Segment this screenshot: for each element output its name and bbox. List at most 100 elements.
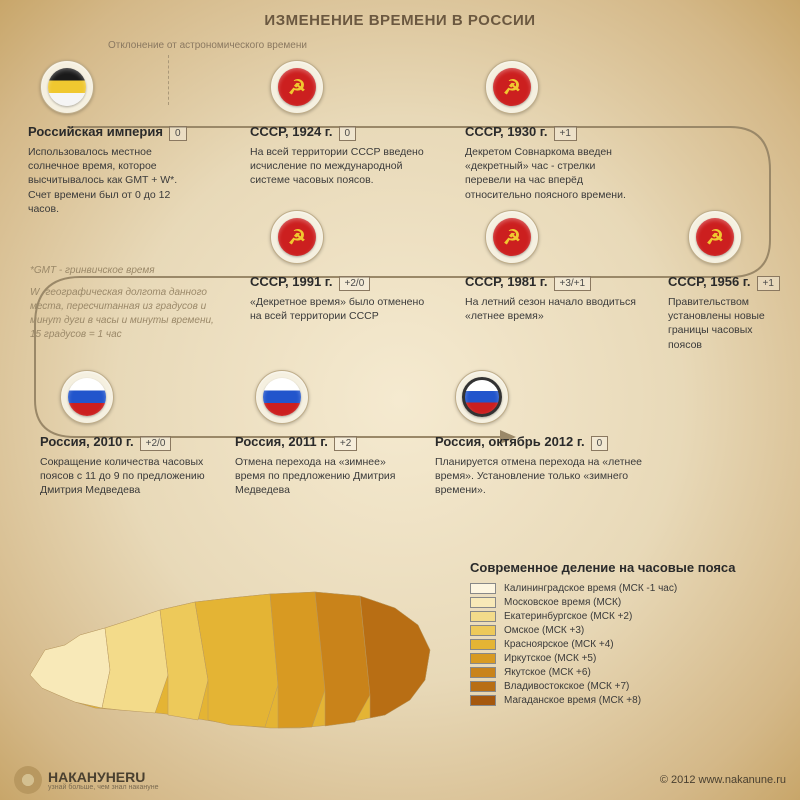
timeline-block-0: Российская империя 0 Использовалось местно… bbox=[28, 124, 203, 216]
offset-badge: 0 bbox=[169, 126, 187, 141]
legend-row-0: Калининградское время (МСК -1 час) bbox=[470, 583, 736, 594]
ussr-flag-icon: ☭ bbox=[278, 68, 316, 106]
page-title: ИЗМЕНЕНИЕ ВРЕМЕНИ В РОССИИ bbox=[0, 0, 800, 37]
legend-label: Московское время (МСК) bbox=[504, 597, 621, 608]
logo-main: НАКАНУНЕRU bbox=[48, 770, 159, 784]
legend-row-7: Владивостокское (МСК +7) bbox=[470, 681, 736, 692]
hammer-sickle-icon: ☭ bbox=[503, 75, 521, 100]
hammer-sickle-icon: ☭ bbox=[706, 225, 724, 250]
russia-flag-icon bbox=[68, 378, 106, 416]
timeline-block-1: СССР, 1924 г. 0 На всей территории СССР вв… bbox=[250, 124, 425, 188]
legend-swatch bbox=[470, 625, 496, 636]
block-title-text: СССР, 1930 г. bbox=[465, 124, 548, 139]
legend-label: Владивостокское (МСК +7) bbox=[504, 681, 629, 692]
block-title-text: Российская империя bbox=[28, 124, 163, 139]
offset-badge: +2 bbox=[334, 436, 357, 451]
offset-badge: +2/0 bbox=[140, 436, 172, 451]
hammer-sickle-icon: ☭ bbox=[288, 75, 306, 100]
timezone-legend: Современное деление на часовые пояса Кал… bbox=[470, 560, 736, 709]
compass-icon bbox=[14, 766, 42, 794]
block-title: Россия, 2011 г.+2 bbox=[235, 434, 410, 451]
logo-sub: узнай больше, чем знал накануне bbox=[48, 784, 159, 791]
empire-flag-icon bbox=[48, 68, 86, 106]
legend-swatch bbox=[470, 597, 496, 608]
timeline-node-2: ☭ bbox=[485, 60, 539, 114]
timeline-block-7: Россия, 2011 г.+2 Отмена перехода на «зим… bbox=[235, 434, 410, 498]
legend-row-4: Красноярское (МСК +4) bbox=[470, 639, 736, 650]
legend-label: Якутское (МСК +6) bbox=[504, 667, 591, 678]
legend-swatch bbox=[470, 681, 496, 692]
timeline-node-6 bbox=[60, 370, 114, 424]
russia-flag-icon bbox=[462, 377, 502, 417]
block-description: «Декретное время» было отменено на всей … bbox=[250, 295, 425, 323]
timeline-node-1: ☭ bbox=[270, 60, 324, 114]
block-description: Правительством установлены новые границы… bbox=[668, 295, 786, 352]
legend-row-1: Московское время (МСК) bbox=[470, 597, 736, 608]
timeline-node-8 bbox=[455, 370, 509, 424]
timeline-block-8: Россия, октябрь 2012 г. 0 Планируется отме… bbox=[435, 434, 675, 498]
legend-swatch bbox=[470, 653, 496, 664]
legend-swatch bbox=[470, 639, 496, 650]
timeline-block-3: СССР, 1956 г. +1 Правительством установлен… bbox=[668, 274, 786, 352]
block-title-text: СССР, 1924 г. bbox=[250, 124, 333, 139]
legend-title: Современное деление на часовые пояса bbox=[470, 560, 736, 575]
offset-badge: +1 bbox=[757, 276, 780, 291]
timeline-node-4: ☭ bbox=[485, 210, 539, 264]
block-title: Россия, октябрь 2012 г. 0 bbox=[435, 434, 675, 451]
block-description: На летний сезон начало вводиться «летнее… bbox=[465, 295, 640, 323]
legend-swatch bbox=[470, 667, 496, 678]
block-title: СССР, 1924 г. 0 bbox=[250, 124, 425, 141]
timeline-node-3: ☭ bbox=[688, 210, 742, 264]
deviation-sublabel: Отклонение от астрономического времени bbox=[108, 40, 307, 51]
timeline-block-4: СССР, 1981 г. +3/+1 На летний сезон начало… bbox=[465, 274, 640, 323]
legend-label: Екатеринбургское (МСК +2) bbox=[504, 611, 632, 622]
footnote-gmt: *GMT - гринвичское время W -географическ… bbox=[30, 264, 220, 342]
block-title: СССР, 1991 г. +2/0 bbox=[250, 274, 425, 291]
offset-badge: +3/+1 bbox=[554, 276, 592, 291]
block-description: Сокращение количества часовых поясов с 1… bbox=[40, 455, 215, 498]
russia-flag-icon bbox=[263, 378, 301, 416]
map-section: Современное деление на часовые пояса Кал… bbox=[20, 560, 780, 760]
block-description: На всей территории СССР введено исчислен… bbox=[250, 145, 425, 188]
timeline-path bbox=[0, 40, 800, 480]
offset-badge: +2/0 bbox=[339, 276, 371, 291]
legend-row-5: Иркутское (МСК +5) bbox=[470, 653, 736, 664]
russia-map bbox=[20, 580, 440, 750]
block-title-text: СССР, 1956 г. bbox=[668, 274, 751, 289]
offset-badge: +1 bbox=[554, 126, 577, 141]
timeline-node-7 bbox=[255, 370, 309, 424]
legend-swatch bbox=[470, 611, 496, 622]
legend-label: Магаданское время (МСК +8) bbox=[504, 695, 641, 706]
block-title-text: Россия, октябрь 2012 г. bbox=[435, 434, 585, 449]
legend-swatch bbox=[470, 695, 496, 706]
block-title: Россия, 2010 г. +2/0 bbox=[40, 434, 215, 451]
legend-row-3: Омское (МСК +3) bbox=[470, 625, 736, 636]
timeline-block-6: Россия, 2010 г. +2/0 Сокращение количества… bbox=[40, 434, 215, 498]
offset-badge: 0 bbox=[591, 436, 609, 451]
offset-badge: 0 bbox=[339, 126, 357, 141]
timeline-block-2: СССР, 1930 г.+1Декретом Совнаркома введе… bbox=[465, 124, 640, 202]
footer: НАКАНУНЕRU узнай больше, чем знал накану… bbox=[14, 766, 786, 794]
legend-label: Иркутское (МСК +5) bbox=[504, 653, 596, 664]
block-title-text: Россия, 2010 г. bbox=[40, 434, 134, 449]
hammer-sickle-icon: ☭ bbox=[503, 225, 521, 250]
legend-row-2: Екатеринбургское (МСК +2) bbox=[470, 611, 736, 622]
hammer-sickle-icon: ☭ bbox=[288, 225, 306, 250]
legend-swatch bbox=[470, 583, 496, 594]
block-title: СССР, 1981 г. +3/+1 bbox=[465, 274, 640, 291]
legend-label: Омское (МСК +3) bbox=[504, 625, 584, 636]
block-title: СССР, 1930 г. +1 bbox=[465, 124, 640, 141]
timeline-node-5: ☭ bbox=[270, 210, 324, 264]
block-description: Планируется отмена перехода на «летнее в… bbox=[435, 455, 675, 498]
block-title-text: СССР, 1991 г. bbox=[250, 274, 333, 289]
block-description: Отмена перехода на «зимнее» время по пре… bbox=[235, 455, 410, 498]
block-title-text: СССР, 1981 г. bbox=[465, 274, 548, 289]
timeline-block-5: СССР, 1991 г. +2/0 «Декретное время» было … bbox=[250, 274, 425, 323]
timeline-node-0 bbox=[40, 60, 94, 114]
copyright: © 2012 www.nakanune.ru bbox=[660, 774, 786, 786]
block-title: Российская империя 0 bbox=[28, 124, 203, 141]
legend-label: Красноярское (МСК +4) bbox=[504, 639, 614, 650]
block-description: Использовалось местное солнечное время, … bbox=[28, 145, 203, 216]
block-title: СССР, 1956 г. +1 bbox=[668, 274, 786, 291]
ussr-flag-icon: ☭ bbox=[493, 68, 531, 106]
